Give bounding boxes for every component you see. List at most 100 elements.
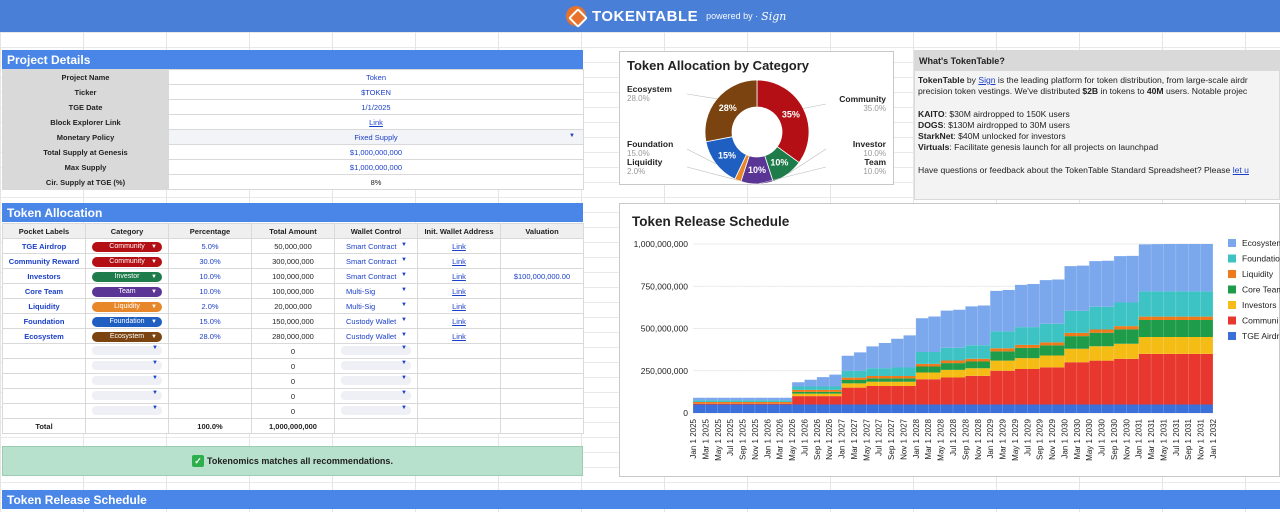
total-label: Total	[2, 418, 86, 434]
project-value: 1/1/2025	[168, 99, 584, 115]
caret-down-icon: ▼	[151, 333, 157, 340]
empty-cell[interactable]	[2, 358, 86, 374]
percentage-cell[interactable]	[168, 373, 252, 389]
category-cell: ▼	[85, 358, 169, 374]
amount-cell: 300,000,000	[251, 253, 335, 269]
pie-leader-line	[686, 148, 717, 165]
category-dropdown[interactable]: ▼	[92, 390, 162, 400]
y-tick-label: 500,000,000	[641, 324, 689, 334]
wallet-address-link[interactable]: Link	[452, 331, 466, 341]
wallet-address-cell[interactable]	[417, 373, 501, 389]
percentage-cell[interactable]	[168, 403, 252, 419]
info-stat: $2B	[1082, 86, 1099, 97]
amount-cell: 150,000,000	[251, 313, 335, 329]
project-row: Block Explorer Link Link	[2, 114, 584, 130]
wallet-value: Smart Contract	[346, 271, 397, 281]
wallet-control-dropdown[interactable]: ▼	[341, 360, 411, 370]
x-tick-label: Mar 1 2030	[1073, 418, 1082, 459]
category-dropdown[interactable]: Ecosystem ▼	[92, 331, 162, 342]
wallet-address-link[interactable]: Link	[452, 271, 466, 281]
percentage-cell[interactable]	[168, 343, 252, 359]
column-header: Wallet Control	[334, 223, 418, 239]
wallet-address-cell: Link	[417, 268, 501, 284]
percentage-cell[interactable]	[168, 388, 252, 404]
wallet-address-link[interactable]: Link	[452, 301, 466, 311]
legend-label: Liquidity	[1242, 269, 1274, 279]
category-dropdown[interactable]: Foundation ▼	[92, 316, 162, 327]
category-dropdown[interactable]: ▼	[92, 405, 162, 415]
pie-leader-line	[686, 166, 738, 181]
feedback-link[interactable]: let u	[1232, 164, 1249, 175]
wallet-address-cell[interactable]	[417, 403, 501, 419]
pie-slice-community	[756, 79, 810, 164]
wallet-address-cell[interactable]	[417, 388, 501, 404]
info-text: in tokens to	[1098, 86, 1147, 97]
percentage-cell[interactable]: 28.0%	[168, 328, 252, 344]
category-dropdown[interactable]: Community ▼	[92, 241, 162, 252]
wallet-control-dropdown[interactable]: ▼	[341, 405, 411, 415]
sign-link[interactable]: Sign	[978, 75, 996, 85]
wallet-control-dropdown[interactable]: Multi-Sig ▼	[337, 287, 415, 296]
wallet-control-dropdown[interactable]: Multi-Sig ▼	[337, 302, 415, 311]
column-header: Pocket Labels	[2, 223, 86, 239]
empty-cell[interactable]	[2, 373, 86, 389]
wallet-control-dropdown[interactable]: ▼	[341, 345, 411, 355]
wallet-address-cell[interactable]	[417, 343, 501, 359]
x-tick-label: Jul 1 2031	[1172, 418, 1181, 455]
sign-logo: Sign	[761, 9, 787, 23]
x-tick-label: Mar 1 2027	[850, 418, 859, 459]
legend-swatch	[1228, 316, 1236, 325]
wallet-address-cell[interactable]	[417, 358, 501, 374]
wallet-control-dropdown[interactable]: Custody Wallet ▼	[337, 332, 415, 341]
caret-down-icon: ▼	[152, 374, 158, 381]
x-tick-label: Nov 1 2028	[974, 418, 983, 459]
wallet-address-link[interactable]: Link	[452, 286, 466, 296]
category-dropdown[interactable]: Community ▼	[92, 256, 162, 267]
value-text: $1,000,000,000	[349, 147, 403, 157]
wallet-cell: Custody Wallet ▼	[334, 328, 418, 344]
pie-slice-label: 35%	[782, 110, 800, 120]
wallet-control-dropdown[interactable]: Custody Wallet ▼	[337, 317, 415, 326]
category-label: Community	[109, 257, 145, 265]
percentage-cell[interactable]: 5.0%	[168, 238, 252, 254]
caret-down-icon: ▼	[401, 389, 407, 396]
x-tick-label: Sep 1 2028	[961, 418, 970, 459]
y-tick-label: 0	[683, 408, 688, 418]
percentage-cell[interactable]: 10.0%	[168, 268, 252, 284]
monetary-policy-dropdown[interactable]: Fixed Supply ▼	[171, 133, 581, 142]
wallet-control-dropdown[interactable]: Smart Contract ▼	[337, 242, 415, 251]
x-tick-label: Jan 1 2032	[1209, 418, 1218, 458]
percentage-cell[interactable]: 30.0%	[168, 253, 252, 269]
block-explorer-link[interactable]: Link	[369, 117, 383, 127]
wallet-control-dropdown[interactable]: Smart Contract ▼	[337, 257, 415, 266]
percentage-cell[interactable]: 10.0%	[168, 283, 252, 299]
amount-cell: 50,000,000	[251, 238, 335, 254]
wallet-control-dropdown[interactable]: ▼	[341, 375, 411, 385]
category-dropdown[interactable]: ▼	[92, 345, 162, 355]
category-dropdown[interactable]: ▼	[92, 374, 162, 385]
empty-cell[interactable]	[2, 388, 86, 404]
category-dropdown[interactable]: Liquidity ▼	[92, 301, 162, 312]
allocation-row: Foundation Foundation ▼ 15.0% 150,000,000 Cus…	[2, 313, 584, 329]
legend-swatch	[1228, 239, 1236, 247]
empty-cell[interactable]	[2, 343, 86, 359]
category-dropdown[interactable]: Investor ▼	[92, 271, 162, 282]
project-row: Ticker $TOKEN	[2, 84, 584, 100]
wallet-address-link[interactable]: Link	[452, 256, 466, 266]
wallet-control-dropdown[interactable]: Smart Contract ▼	[337, 272, 415, 281]
caret-down-icon: ▼	[151, 288, 157, 295]
empty-cell[interactable]	[2, 403, 86, 419]
wallet-address-link[interactable]: Link	[452, 241, 466, 251]
percentage-cell[interactable]: 15.0%	[168, 313, 252, 329]
pocket-label: TGE Airdrop	[2, 238, 86, 254]
wallet-address-link[interactable]: Link	[452, 316, 466, 326]
column-header: Total Amount	[251, 223, 335, 239]
pie-legend-name: Foundation	[627, 139, 673, 149]
wallet-control-dropdown[interactable]: ▼	[341, 389, 411, 400]
x-tick-label: Jan 1 2029	[986, 418, 995, 458]
percentage-cell[interactable]: 2.0%	[168, 298, 252, 314]
legend-swatch	[1228, 301, 1236, 309]
category-dropdown[interactable]: Team ▼	[92, 286, 162, 297]
percentage-cell[interactable]	[168, 358, 252, 374]
category-dropdown[interactable]: ▼	[92, 360, 162, 370]
